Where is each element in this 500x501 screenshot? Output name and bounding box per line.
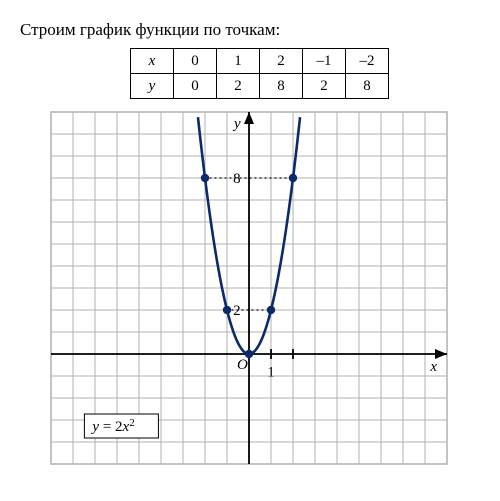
row-header: x [131,49,174,74]
parabola-chart: 8 2 1 y x Oy = 2x2 [50,111,448,465]
table-row: y 0 2 8 2 8 [131,74,389,99]
table-cell: 0 [174,49,217,74]
row-header: y [131,74,174,99]
table-cell: 2 [260,49,303,74]
table-cell: 2 [303,74,346,99]
table-row: x 0 1 2 –1 –2 [131,49,389,74]
data-table: x 0 1 2 –1 –2 y 0 2 8 2 8 [130,48,389,99]
page-title: Строим график функции по точкам: [20,20,480,40]
table-cell: 1 [217,49,260,74]
svg-text:y: y [232,116,241,132]
table-cell: 8 [346,74,389,99]
table-cell: 8 [260,74,303,99]
svg-text:y = 2x2: y = 2x2 [90,417,134,435]
table-cell: 2 [217,74,260,99]
svg-text:O: O [237,357,248,373]
svg-text:1: 1 [267,365,275,381]
svg-text:8: 8 [233,171,241,187]
table-cell: 0 [174,74,217,99]
svg-text:2: 2 [233,303,241,319]
table-cell: –1 [303,49,346,74]
table-cell: –2 [346,49,389,74]
svg-text:x: x [429,359,437,375]
chart-container: 8 2 1 y x Oy = 2x2 [50,111,480,470]
